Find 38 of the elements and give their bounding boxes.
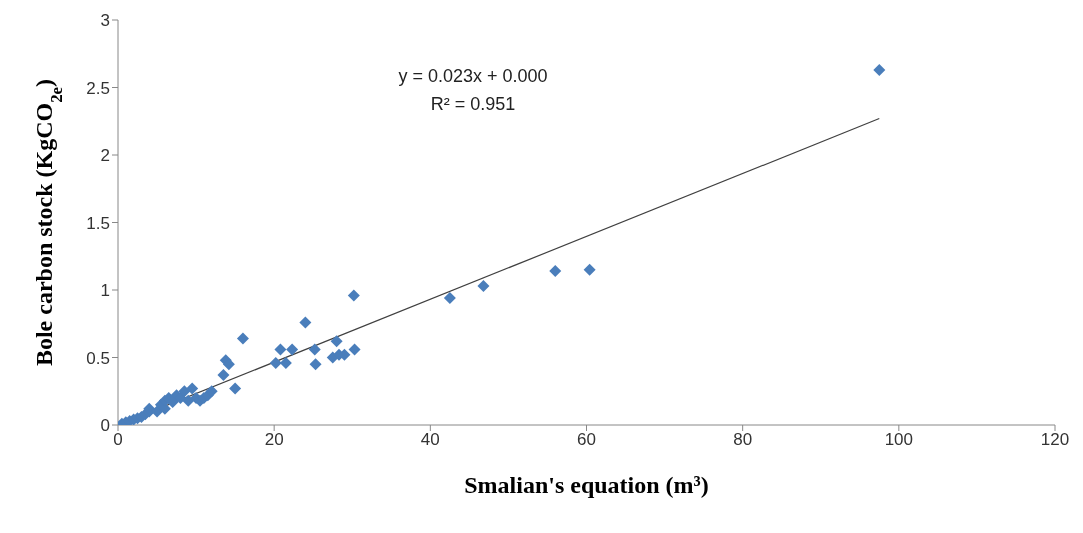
x-tick-label: 40 — [420, 430, 440, 450]
y-tick-label: 1.5 — [86, 213, 110, 233]
point — [443, 292, 456, 305]
point — [229, 382, 242, 395]
point — [286, 343, 299, 356]
x-tick-label: 60 — [577, 430, 596, 450]
y-tick-label: 2.5 — [86, 78, 110, 98]
y-tick-label: 0.5 — [86, 348, 110, 368]
y-tick-label: 1 — [100, 281, 110, 301]
point — [274, 343, 287, 356]
x-tick-label: 120 — [1040, 430, 1070, 450]
point — [269, 356, 282, 369]
annotation: y = 0.023x + 0.000 — [397, 66, 549, 87]
y-tick-label: 2 — [100, 146, 110, 166]
x-axis-title: Smalian's equation (m³) — [464, 472, 709, 498]
point — [348, 343, 361, 356]
y-tick-label: 0 — [100, 416, 110, 436]
point — [583, 263, 596, 276]
point — [308, 343, 321, 356]
point — [299, 316, 312, 329]
y-tick-label: 3 — [100, 11, 110, 31]
point — [873, 63, 886, 76]
x-tick-label: 100 — [884, 430, 914, 450]
x-tick-label: 0 — [113, 430, 123, 450]
point — [477, 279, 490, 292]
point — [236, 332, 249, 345]
point — [347, 289, 360, 302]
point — [309, 358, 322, 371]
point — [330, 335, 343, 348]
point — [205, 385, 218, 398]
point — [186, 382, 199, 395]
point — [549, 265, 562, 278]
x-tick-label: 80 — [733, 430, 753, 450]
annotation: R² = 0.951 — [429, 94, 517, 115]
point — [217, 369, 230, 382]
point — [178, 385, 191, 398]
x-tick-label: 20 — [264, 430, 284, 450]
point — [182, 394, 195, 407]
